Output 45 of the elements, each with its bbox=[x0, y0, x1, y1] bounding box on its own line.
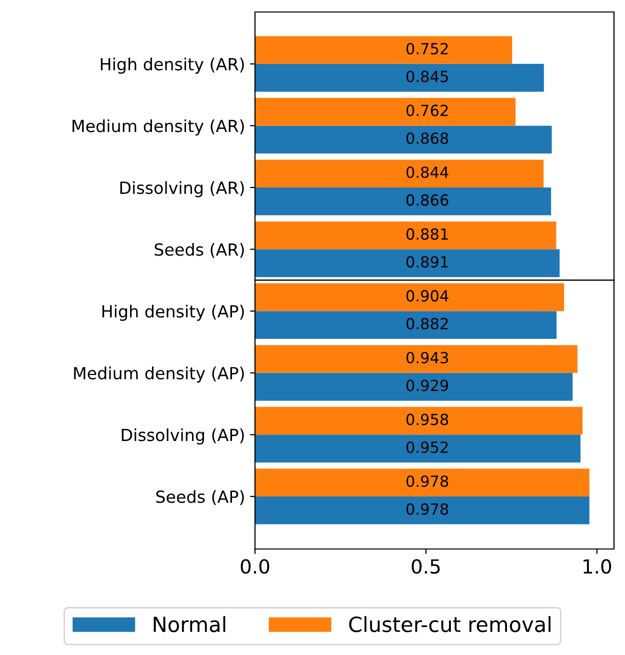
bar bbox=[255, 64, 544, 92]
data-label: 0.845 bbox=[406, 70, 448, 82]
data-label: 0.752 bbox=[406, 42, 448, 54]
data-label: 0.943 bbox=[406, 352, 448, 364]
bar bbox=[255, 496, 590, 524]
bar bbox=[255, 36, 512, 64]
y-tick-label: Seeds (AR) bbox=[154, 242, 244, 258]
bar bbox=[255, 372, 573, 401]
bar bbox=[255, 160, 544, 188]
data-label: 0.958 bbox=[406, 414, 448, 426]
bar bbox=[255, 345, 578, 373]
data-label: 0.762 bbox=[406, 104, 448, 116]
data-label: 0.978 bbox=[406, 503, 448, 515]
y-tick-label: Medium density (AP) bbox=[74, 366, 244, 383]
x-tick-label: 0.5 bbox=[412, 559, 440, 574]
bar bbox=[255, 126, 552, 154]
y-tick-label: Seeds (AP) bbox=[156, 490, 244, 506]
bar bbox=[255, 434, 580, 462]
bar bbox=[255, 249, 560, 278]
bar bbox=[255, 221, 556, 250]
data-label: 0.868 bbox=[406, 132, 448, 144]
data-label: 0.866 bbox=[406, 194, 448, 206]
x-tick-label: 0.0 bbox=[240, 559, 270, 574]
bar bbox=[255, 98, 516, 126]
bar bbox=[255, 406, 583, 435]
bar bbox=[255, 188, 552, 216]
y-tick-label: High density (AR) bbox=[100, 58, 244, 74]
y-tick-label: Dissolving (AR) bbox=[120, 181, 244, 198]
data-label: 0.882 bbox=[406, 318, 448, 330]
data-label: 0.929 bbox=[406, 380, 448, 392]
data-label: 0.978 bbox=[406, 475, 448, 488]
data-label: 0.952 bbox=[406, 441, 448, 454]
bar bbox=[255, 468, 590, 496]
bar bbox=[255, 283, 564, 312]
data-label: 0.904 bbox=[406, 290, 448, 302]
legend-label: Cluster-cut removal bbox=[349, 616, 550, 632]
y-tick-label: High density (AP) bbox=[102, 304, 244, 321]
data-label: 0.881 bbox=[406, 228, 448, 240]
bar bbox=[255, 311, 557, 339]
x-tick-label: 1.0 bbox=[584, 559, 612, 574]
y-tick-label: Medium density (AR) bbox=[72, 119, 244, 136]
data-label: 0.844 bbox=[406, 166, 448, 178]
y-tick-label: Dissolving (AP) bbox=[122, 428, 244, 444]
data-label: 0.891 bbox=[406, 256, 448, 268]
legend-label: Normal bbox=[154, 616, 226, 632]
